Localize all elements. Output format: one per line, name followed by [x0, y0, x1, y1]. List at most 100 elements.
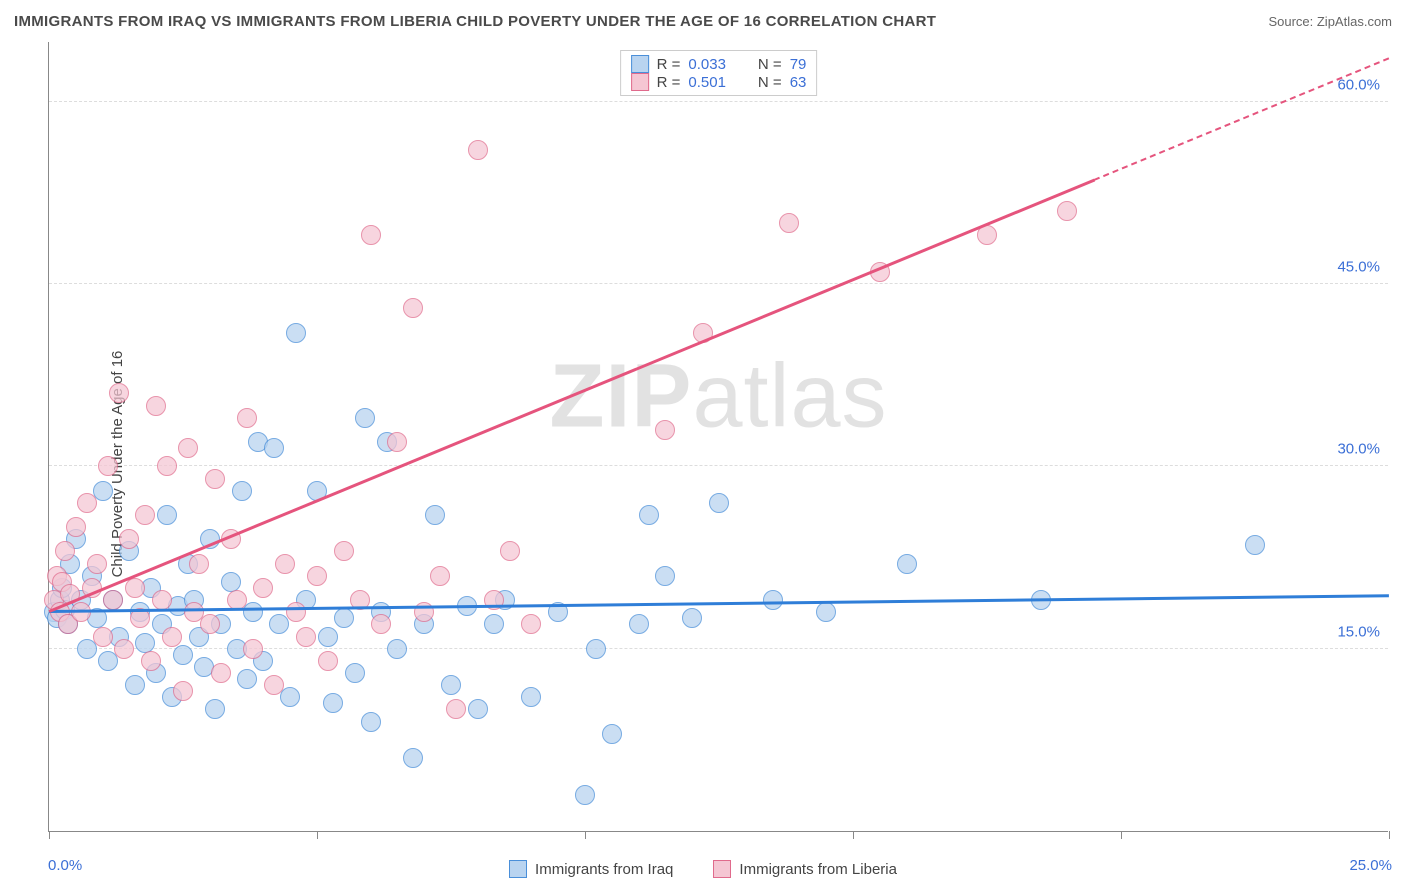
source-attribution: Source: ZipAtlas.com: [1268, 14, 1392, 29]
scatter-point: [897, 554, 917, 574]
scatter-point: [286, 602, 306, 622]
scatter-point: [280, 687, 300, 707]
watermark: ZIPatlas: [549, 346, 887, 449]
scatter-point: [521, 614, 541, 634]
scatter-point: [361, 225, 381, 245]
scatter-point: [430, 566, 450, 586]
scatter-point: [586, 639, 606, 659]
x-tick: [317, 831, 318, 839]
scatter-point: [162, 627, 182, 647]
stat-r-value: 0.501: [688, 74, 726, 91]
scatter-point: [135, 633, 155, 653]
scatter-point: [189, 554, 209, 574]
plot-area: ZIPatlas R = 0.033N = 79R = 0.501N = 63 …: [48, 42, 1388, 832]
scatter-point: [629, 614, 649, 634]
stat-n-label: N =: [758, 74, 782, 91]
stat-n-value: 63: [790, 74, 807, 91]
scatter-point: [93, 627, 113, 647]
scatter-point: [146, 396, 166, 416]
scatter-point: [425, 505, 445, 525]
scatter-point: [237, 408, 257, 428]
scatter-point: [103, 590, 123, 610]
scatter-point: [318, 627, 338, 647]
scatter-point: [173, 681, 193, 701]
scatter-point: [119, 529, 139, 549]
scatter-point: [296, 627, 316, 647]
scatter-point: [125, 675, 145, 695]
scatter-point: [205, 469, 225, 489]
scatter-point: [387, 639, 407, 659]
scatter-point: [779, 213, 799, 233]
legend-swatch: [713, 860, 731, 878]
legend-bottom: Immigrants from Iraq Immigrants from Libe…: [0, 860, 1406, 878]
scatter-point: [178, 438, 198, 458]
scatter-point: [446, 699, 466, 719]
trend-line-extrapolated: [1094, 57, 1390, 181]
x-tick: [585, 831, 586, 839]
scatter-point: [114, 639, 134, 659]
scatter-point: [55, 541, 75, 561]
chart-title: IMMIGRANTS FROM IRAQ VS IMMIGRANTS FROM …: [14, 13, 936, 30]
scatter-point: [307, 566, 327, 586]
scatter-point: [221, 572, 241, 592]
scatter-point: [371, 614, 391, 634]
legend-label: Immigrants from Liberia: [739, 861, 897, 878]
stat-r-value: 0.033: [688, 56, 726, 73]
scatter-point: [403, 298, 423, 318]
scatter-point: [205, 699, 225, 719]
scatter-point: [1245, 535, 1265, 555]
scatter-point: [264, 675, 284, 695]
scatter-point: [387, 432, 407, 452]
scatter-point: [264, 438, 284, 458]
scatter-point: [334, 541, 354, 561]
scatter-point: [135, 505, 155, 525]
scatter-point: [682, 608, 702, 628]
scatter-point: [345, 663, 365, 683]
scatter-point: [977, 225, 997, 245]
gridline: [49, 465, 1388, 466]
stat-n-label: N =: [758, 56, 782, 73]
scatter-point: [253, 578, 273, 598]
legend-swatch: [631, 73, 649, 91]
scatter-point: [763, 590, 783, 610]
scatter-point: [361, 712, 381, 732]
scatter-point: [816, 602, 836, 622]
scatter-point: [125, 578, 145, 598]
scatter-point: [173, 645, 193, 665]
scatter-point: [468, 140, 488, 160]
scatter-point: [71, 602, 91, 622]
scatter-point: [709, 493, 729, 513]
x-tick: [49, 831, 50, 839]
correlation-stats-box: R = 0.033N = 79R = 0.501N = 63: [620, 50, 818, 96]
chart-header: IMMIGRANTS FROM IRAQ VS IMMIGRANTS FROM …: [0, 0, 1406, 36]
legend-label: Immigrants from Iraq: [535, 861, 673, 878]
scatter-point: [441, 675, 461, 695]
scatter-point: [500, 541, 520, 561]
scatter-point: [355, 408, 375, 428]
scatter-point: [639, 505, 659, 525]
scatter-point: [403, 748, 423, 768]
gridline: [49, 283, 1388, 284]
x-tick: [1121, 831, 1122, 839]
scatter-point: [98, 456, 118, 476]
x-tick: [853, 831, 854, 839]
legend-item: Immigrants from Liberia: [713, 860, 897, 878]
stat-r-label: R =: [657, 74, 681, 91]
scatter-point: [152, 590, 172, 610]
scatter-point: [157, 505, 177, 525]
scatter-point: [243, 602, 263, 622]
stat-n-value: 79: [790, 56, 807, 73]
scatter-point: [484, 614, 504, 634]
scatter-point: [232, 481, 252, 501]
scatter-point: [141, 651, 161, 671]
y-tick-label: 45.0%: [1337, 259, 1380, 276]
scatter-point: [334, 608, 354, 628]
scatter-point: [200, 614, 220, 634]
y-tick-label: 60.0%: [1337, 76, 1380, 93]
stat-row: R = 0.033N = 79: [631, 55, 807, 73]
legend-item: Immigrants from Iraq: [509, 860, 673, 878]
scatter-point: [655, 566, 675, 586]
scatter-point: [655, 420, 675, 440]
trend-line: [49, 178, 1095, 612]
scatter-point: [286, 323, 306, 343]
